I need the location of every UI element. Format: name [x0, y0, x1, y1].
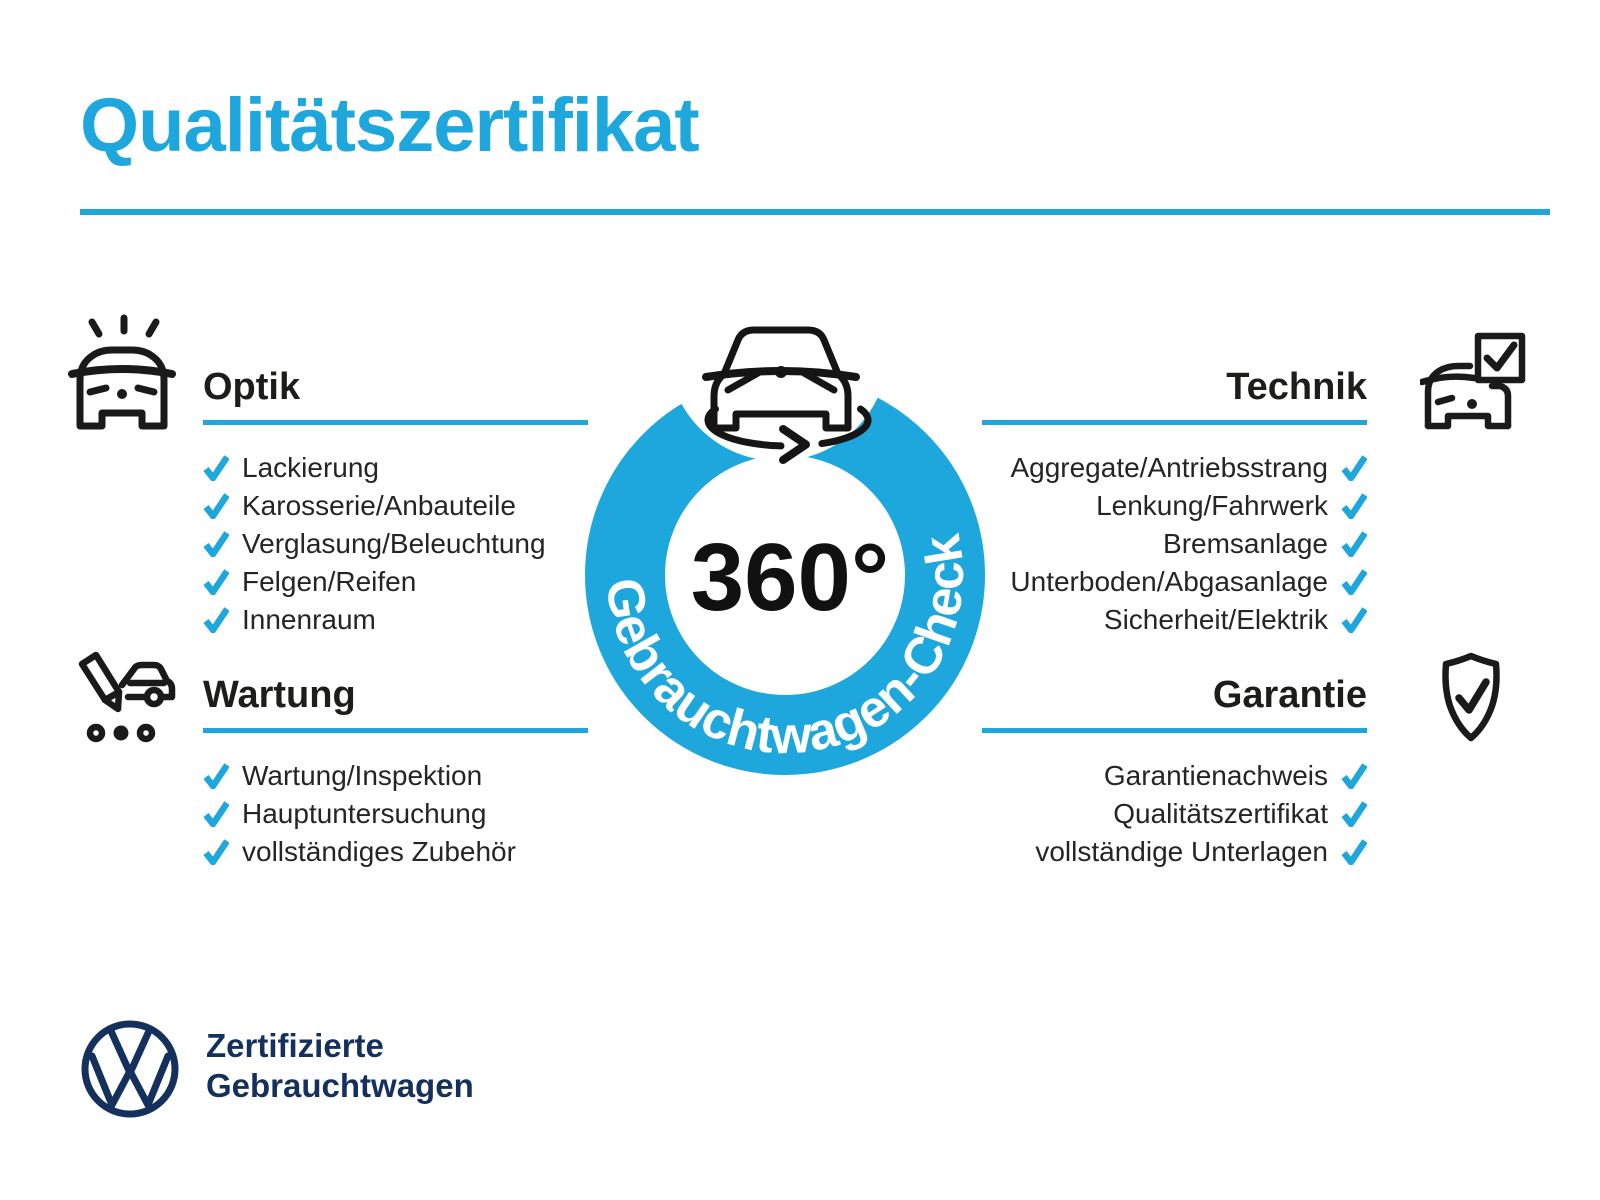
car-shine-icon — [68, 314, 176, 430]
check-icon — [203, 607, 229, 633]
section-underline — [982, 728, 1367, 733]
badge-360-check: 360° Gebrauchtwagen-Check — [585, 241, 985, 775]
car-checkbox-icon — [1420, 332, 1526, 430]
section-optik-heading: Optik — [203, 366, 301, 408]
checklist-item: Unterboden/Abgasanlage — [982, 563, 1367, 601]
check-icon — [203, 763, 229, 789]
checklist-label: Aggregate/Antriebsstrang — [1010, 452, 1328, 483]
brand-wordmark: Zertifizierte Gebrauchtwagen — [206, 1026, 474, 1106]
title-divider — [80, 209, 1550, 215]
wordmark-line1: Zertifizierte — [206, 1027, 384, 1064]
check-icon — [203, 455, 229, 481]
wartung-checklist: Wartung/Inspektion Hauptuntersuchung vol… — [203, 757, 588, 871]
garantie-checklist: Garantienachweis Qualitätszertifikat vol… — [982, 757, 1367, 871]
car-rotate-360-icon — [702, 326, 872, 464]
checklist-label: Lenkung/Fahrwerk — [1096, 490, 1328, 521]
checklist-item: vollständige Unterlagen — [982, 833, 1367, 871]
checklist-item: Qualitätszertifikat — [982, 795, 1367, 833]
check-icon — [1341, 839, 1367, 865]
checklist-label: Qualitätszertifikat — [1113, 798, 1328, 829]
check-icon — [1341, 531, 1367, 557]
checklist-label: vollständiges Zubehör — [242, 836, 516, 867]
checklist-item: Hauptuntersuchung — [203, 795, 588, 833]
technik-checklist: Aggregate/Antriebsstrang Lenkung/Fahrwer… — [982, 449, 1367, 639]
checklist-label: Innenraum — [242, 604, 376, 635]
checklist-label: Wartung/Inspektion — [242, 760, 483, 791]
checklist-label: vollständige Unterlagen — [1035, 836, 1328, 867]
section-technik: Technik Aggregate/Antriebsstrang Lenkung… — [982, 366, 1367, 639]
check-icon — [203, 801, 229, 827]
checklist-item: Garantienachweis — [982, 757, 1367, 795]
checklist-label: Verglasung/Beleuchtung — [242, 528, 546, 559]
section-garantie-heading: Garantie — [1212, 674, 1367, 716]
checklist-item: Innenraum — [203, 601, 588, 639]
optik-checklist: Lackierung Karosserie/Anbauteile Verglas… — [203, 449, 588, 639]
checklist-label: Garantienachweis — [1103, 760, 1328, 791]
checklist-label: Karosserie/Anbauteile — [242, 490, 516, 521]
checklist-item: Lenkung/Fahrwerk — [982, 487, 1367, 525]
check-icon — [1341, 607, 1367, 633]
page-title: Qualitätszertifikat — [80, 83, 700, 168]
checklist-item: Lackierung — [203, 449, 588, 487]
vw-logo — [81, 1020, 179, 1118]
check-icon — [1341, 763, 1367, 789]
badge-ring-notch — [668, 241, 888, 461]
check-icon — [1341, 801, 1367, 827]
checklist-label: Hauptuntersuchung — [242, 798, 487, 829]
checklist-label: Sicherheit/Elektrik — [1103, 604, 1328, 635]
checklist-label: Bremsanlage — [1163, 528, 1328, 559]
section-technik-heading: Technik — [1226, 366, 1367, 408]
section-garantie: Garantie Garantienachweis Qualitätszerti… — [982, 674, 1367, 871]
checklist-item: Karosserie/Anbauteile — [203, 487, 588, 525]
shield-check-icon — [1442, 652, 1500, 742]
checklist-item: Bremsanlage — [982, 525, 1367, 563]
check-icon — [203, 839, 229, 865]
check-icon — [203, 531, 229, 557]
checklist-item: Aggregate/Antriebsstrang — [982, 449, 1367, 487]
check-icon — [203, 493, 229, 519]
section-wartung: Wartung Wartung/Inspektion Hauptuntersuc… — [203, 674, 588, 871]
badge-degrees: 360° — [691, 524, 890, 631]
check-icon — [1341, 455, 1367, 481]
checklist-item: Verglasung/Beleuchtung — [203, 525, 588, 563]
checklist-item: Sicherheit/Elektrik — [982, 601, 1367, 639]
checklist-label: Unterboden/Abgasanlage — [1010, 566, 1328, 597]
check-icon — [203, 569, 229, 595]
section-underline — [982, 420, 1367, 425]
section-optik: Optik Lackierung Karosserie/Anbauteile V… — [203, 366, 588, 639]
check-icon — [1341, 493, 1367, 519]
checklist-label: Lackierung — [242, 452, 379, 483]
section-wartung-heading: Wartung — [203, 674, 356, 716]
checklist-item: Wartung/Inspektion — [203, 757, 588, 795]
checklist-item: vollständiges Zubehör — [203, 833, 588, 871]
checklist-item: Felgen/Reifen — [203, 563, 588, 601]
checklist-label: Felgen/Reifen — [242, 566, 417, 597]
section-underline — [203, 728, 588, 733]
section-underline — [203, 420, 588, 425]
pencil-car-checklist-icon — [78, 651, 176, 743]
check-icon — [1341, 569, 1367, 595]
wordmark-line2: Gebrauchtwagen — [206, 1067, 474, 1104]
